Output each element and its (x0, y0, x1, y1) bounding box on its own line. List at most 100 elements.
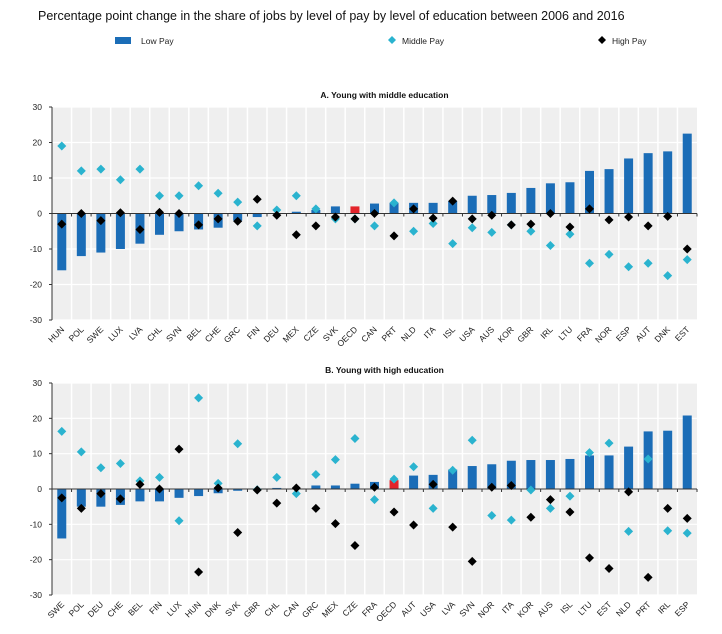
legend-swatch-low-pay (115, 37, 131, 44)
bar-low-pay-irl (545, 183, 555, 214)
point-high-pay-bel (135, 479, 145, 489)
point-high-pay-esp (624, 212, 634, 222)
bar-low-pay-hun (57, 213, 67, 271)
x-tick-label: ITA (500, 599, 516, 615)
x-tick-label: LTU (556, 324, 574, 342)
x-tick-label: AUT (399, 599, 418, 618)
point-middle-pay-isl (565, 491, 575, 501)
bar-low-pay-irl (663, 430, 673, 489)
point-middle-pay-svn (174, 191, 184, 201)
point-high-pay-isl (565, 507, 575, 517)
point-high-pay-ltu (565, 222, 575, 232)
point-middle-pay-deu (272, 205, 282, 215)
legend-label: Middle Pay (402, 36, 445, 46)
bar-low-pay-fra (585, 170, 594, 214)
bar-low-pay-fin (252, 213, 262, 218)
point-high-pay-chl (272, 498, 282, 508)
bar-low-pay-grc (311, 485, 321, 489)
x-tick-label: FIN (245, 324, 262, 341)
bar-low-pay-oecd (389, 480, 399, 489)
x-tick-label: IRL (538, 324, 555, 341)
point-high-pay-irl (545, 209, 555, 218)
point-high-pay-pol (76, 503, 86, 513)
bar-low-pay-lva (448, 469, 458, 489)
bar-low-pay-est (682, 133, 692, 214)
bar-low-pay-esp (682, 415, 692, 489)
point-high-pay-lux (115, 208, 125, 218)
bar-low-pay-ltu (585, 455, 594, 489)
point-middle-pay-lux (115, 175, 125, 185)
bar-low-pay-swe (57, 489, 67, 539)
point-high-pay-irl (663, 503, 673, 513)
point-high-pay-kor (506, 220, 516, 230)
y-tick-label: -10 (30, 519, 43, 529)
x-tick-label: NLD (399, 324, 418, 343)
point-high-pay-grc (233, 216, 243, 226)
x-tick-label: NLD (614, 599, 633, 618)
point-middle-pay-fin (155, 472, 164, 482)
point-middle-pay-dnk (213, 478, 223, 488)
point-middle-pay-ltu (565, 229, 575, 239)
x-tick-label: MEX (320, 599, 340, 619)
x-tick-label: ISL (441, 324, 457, 340)
x-tick-label: OECD (335, 324, 359, 348)
point-middle-pay-chl (155, 191, 164, 201)
point-middle-pay-aus (487, 227, 497, 237)
y-tick-label: 0 (37, 484, 42, 494)
bar-low-pay-aut (409, 475, 419, 489)
x-tick-label: ESP (673, 599, 692, 618)
x-tick-label: CZE (340, 599, 359, 618)
point-high-pay-dnk (663, 211, 673, 221)
bar-low-pay-can (370, 203, 379, 214)
point-middle-pay-che (115, 459, 125, 469)
point-middle-pay-lva (448, 465, 458, 475)
x-tick-label: EST (595, 599, 614, 618)
point-middle-pay-fra (370, 495, 379, 505)
point-high-pay-svk (233, 527, 243, 537)
point-high-pay-esp (682, 513, 692, 523)
point-middle-pay-kor (526, 485, 536, 495)
y-tick-label: -30 (30, 315, 43, 325)
point-middle-pay-nld (624, 526, 634, 536)
point-middle-pay-isl (448, 239, 458, 249)
x-tick-label: SVN (164, 324, 183, 343)
point-middle-pay-esp (624, 262, 634, 272)
point-middle-pay-chl (272, 472, 282, 482)
point-high-pay-fin (155, 484, 164, 494)
bar-low-pay-prt (389, 202, 399, 214)
bar-low-pay-usa (467, 195, 477, 214)
bar-low-pay-hun (194, 489, 204, 497)
point-middle-pay-aus (545, 503, 555, 513)
panel-title: A. Young with middle education (320, 90, 448, 100)
point-middle-pay-bel (194, 181, 204, 191)
x-tick-label: CHE (203, 324, 223, 344)
point-high-pay-fra (585, 204, 594, 214)
point-high-pay-lva (448, 522, 458, 532)
x-tick-label: DNK (652, 324, 672, 344)
point-middle-pay-fra (585, 258, 594, 268)
panel-title: B. Young with high education (325, 365, 444, 375)
point-high-pay-est (682, 244, 692, 254)
x-tick-label: ESP (614, 324, 633, 343)
point-middle-pay-fin (252, 221, 262, 231)
x-tick-label: ITA (422, 324, 438, 340)
point-high-pay-ita (506, 480, 516, 490)
bar-low-pay-aut (643, 153, 653, 214)
point-high-pay-gbr (252, 485, 262, 495)
x-tick-label: GRC (300, 599, 320, 619)
point-high-pay-bel (194, 220, 204, 230)
point-high-pay-che (115, 494, 125, 504)
y-tick-label: -10 (30, 244, 43, 254)
legend-swatch-high-pay (598, 36, 606, 44)
point-high-pay-fra (370, 482, 379, 492)
point-middle-pay-cze (311, 204, 321, 214)
y-tick-label: 10 (33, 173, 43, 183)
x-tick-label: BEL (185, 324, 204, 343)
point-high-pay-swe (57, 493, 67, 503)
point-middle-pay-irl (545, 240, 555, 250)
x-tick-label: USA (457, 324, 477, 344)
point-high-pay-hun (194, 567, 204, 577)
x-tick-label: PRT (634, 599, 653, 618)
point-high-pay-aus (487, 210, 497, 220)
